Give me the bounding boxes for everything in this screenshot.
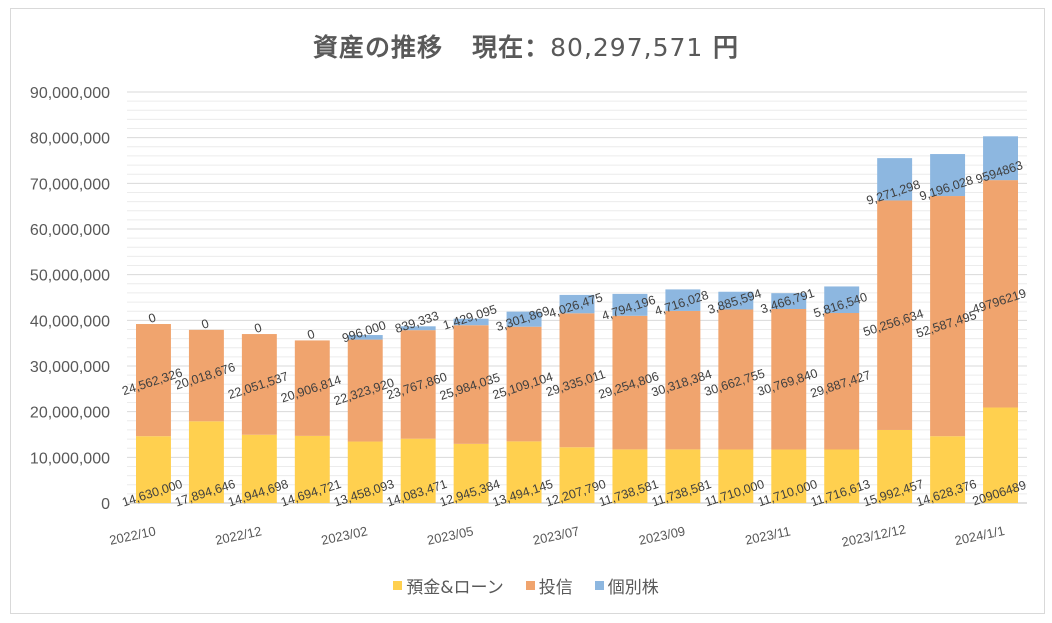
bar-segment	[347, 441, 383, 503]
y-tick-label: 0	[101, 496, 110, 513]
bar-segment	[506, 326, 542, 442]
bar-segment	[188, 421, 224, 503]
bar-segment	[771, 309, 807, 450]
current-value: 80,297,571	[550, 33, 704, 62]
bar-segment	[612, 315, 648, 450]
bar-segment	[136, 324, 171, 437]
y-tick-label: 60,000,000	[30, 222, 110, 239]
y-tick-label: 20,000,000	[30, 405, 110, 422]
bar-segment	[824, 449, 860, 503]
bar-segment	[824, 286, 860, 314]
bar-segment	[136, 436, 171, 503]
x-tick-label: 2022/10	[108, 523, 157, 547]
y-tick-label: 30,000,000	[30, 359, 110, 376]
x-tick-label: 2023/11	[744, 523, 792, 547]
y-tick-label: 40,000,000	[30, 313, 110, 330]
bars	[136, 136, 1018, 503]
bar-segment	[665, 289, 701, 311]
y-tick-label: 10,000,000	[30, 450, 110, 467]
legend-item-stocks[interactable]: 個別株	[594, 573, 659, 598]
bar-segment	[453, 318, 489, 326]
bar-segment	[559, 313, 595, 448]
currency-unit: 円	[713, 33, 740, 62]
bar-segment	[665, 449, 701, 503]
bar-segment	[718, 291, 754, 310]
legend-swatch-stocks	[594, 581, 604, 590]
legend-swatch-deposits	[393, 581, 403, 590]
bar-segment	[612, 293, 648, 316]
legend-label-stocks: 個別株	[607, 578, 659, 598]
bar-segment	[877, 429, 913, 503]
bar-segment	[718, 449, 754, 503]
bar-segment	[347, 339, 383, 442]
x-tick-label: 2023/05	[426, 523, 475, 547]
bar-segment	[877, 200, 913, 430]
bar-segment	[559, 294, 595, 314]
bar-segment	[453, 325, 489, 444]
bar-segment	[294, 435, 330, 503]
data-label: 0	[200, 316, 211, 331]
bar-segment	[930, 154, 966, 197]
bar-segment	[771, 293, 807, 310]
x-axis: 2022/10 2022/12 2023/02 2023/05 2023/07 2023/…	[108, 521, 1006, 549]
y-tick-label: 50,000,000	[30, 268, 110, 285]
legend-label-deposits: 預金&ローン	[406, 578, 504, 598]
bar-segment	[347, 335, 383, 340]
current-label: 現在：	[472, 33, 551, 62]
y-axis: 0 10,000,000 20,000,000 30,000,000 40,000,00…	[30, 85, 110, 513]
legend-item-funds[interactable]: 投信	[525, 573, 573, 598]
bar-segment	[718, 309, 754, 450]
bar-segment	[665, 310, 701, 450]
x-tick-label: 2023/09	[637, 523, 686, 547]
bar-segment	[612, 449, 648, 503]
legend-label-funds: 投信	[538, 578, 573, 598]
bar-segment	[824, 313, 860, 450]
data-label: 0	[147, 310, 158, 325]
legend-swatch-funds	[525, 581, 535, 590]
bar-segment	[453, 443, 489, 503]
bar-segment	[877, 158, 913, 201]
legend: 預金&ローン 投信 個別株	[0, 573, 1052, 598]
legend-item-deposits[interactable]: 預金&ローン	[393, 573, 504, 598]
bar-segment	[188, 329, 224, 422]
bar-segment	[983, 407, 1018, 503]
x-tick-label: 2023/07	[532, 523, 581, 547]
bar-segment	[983, 136, 1018, 181]
bar-segment	[771, 449, 807, 503]
x-tick-label: 2023/02	[320, 523, 369, 547]
bar-segment	[294, 340, 330, 436]
x-tick-label: 2022/12	[214, 523, 263, 547]
x-tick-label: 2023/12/12	[840, 521, 907, 549]
chart-title-text: 資産の推移	[312, 33, 443, 62]
bar-segment	[930, 436, 966, 503]
bar-segment	[983, 180, 1018, 408]
bar-segment	[400, 438, 436, 503]
bar-segment	[400, 326, 436, 331]
y-tick-label: 70,000,000	[30, 176, 110, 193]
bar-segment	[506, 441, 542, 503]
x-tick-label: 2024/1/1	[953, 523, 1006, 548]
y-tick-label: 90,000,000	[30, 85, 110, 102]
data-label: 0	[306, 327, 317, 342]
bar-segment	[559, 447, 595, 503]
bar-segment	[506, 311, 542, 327]
bar-segment	[241, 334, 277, 435]
bar-segment	[400, 330, 436, 439]
data-label: 0	[253, 321, 264, 336]
y-tick-label: 80,000,000	[30, 131, 110, 148]
bar-segment	[241, 434, 277, 503]
bar-segment	[930, 196, 966, 437]
chart-title: 資産の推移 現在：80,297,571 円	[0, 28, 1052, 64]
